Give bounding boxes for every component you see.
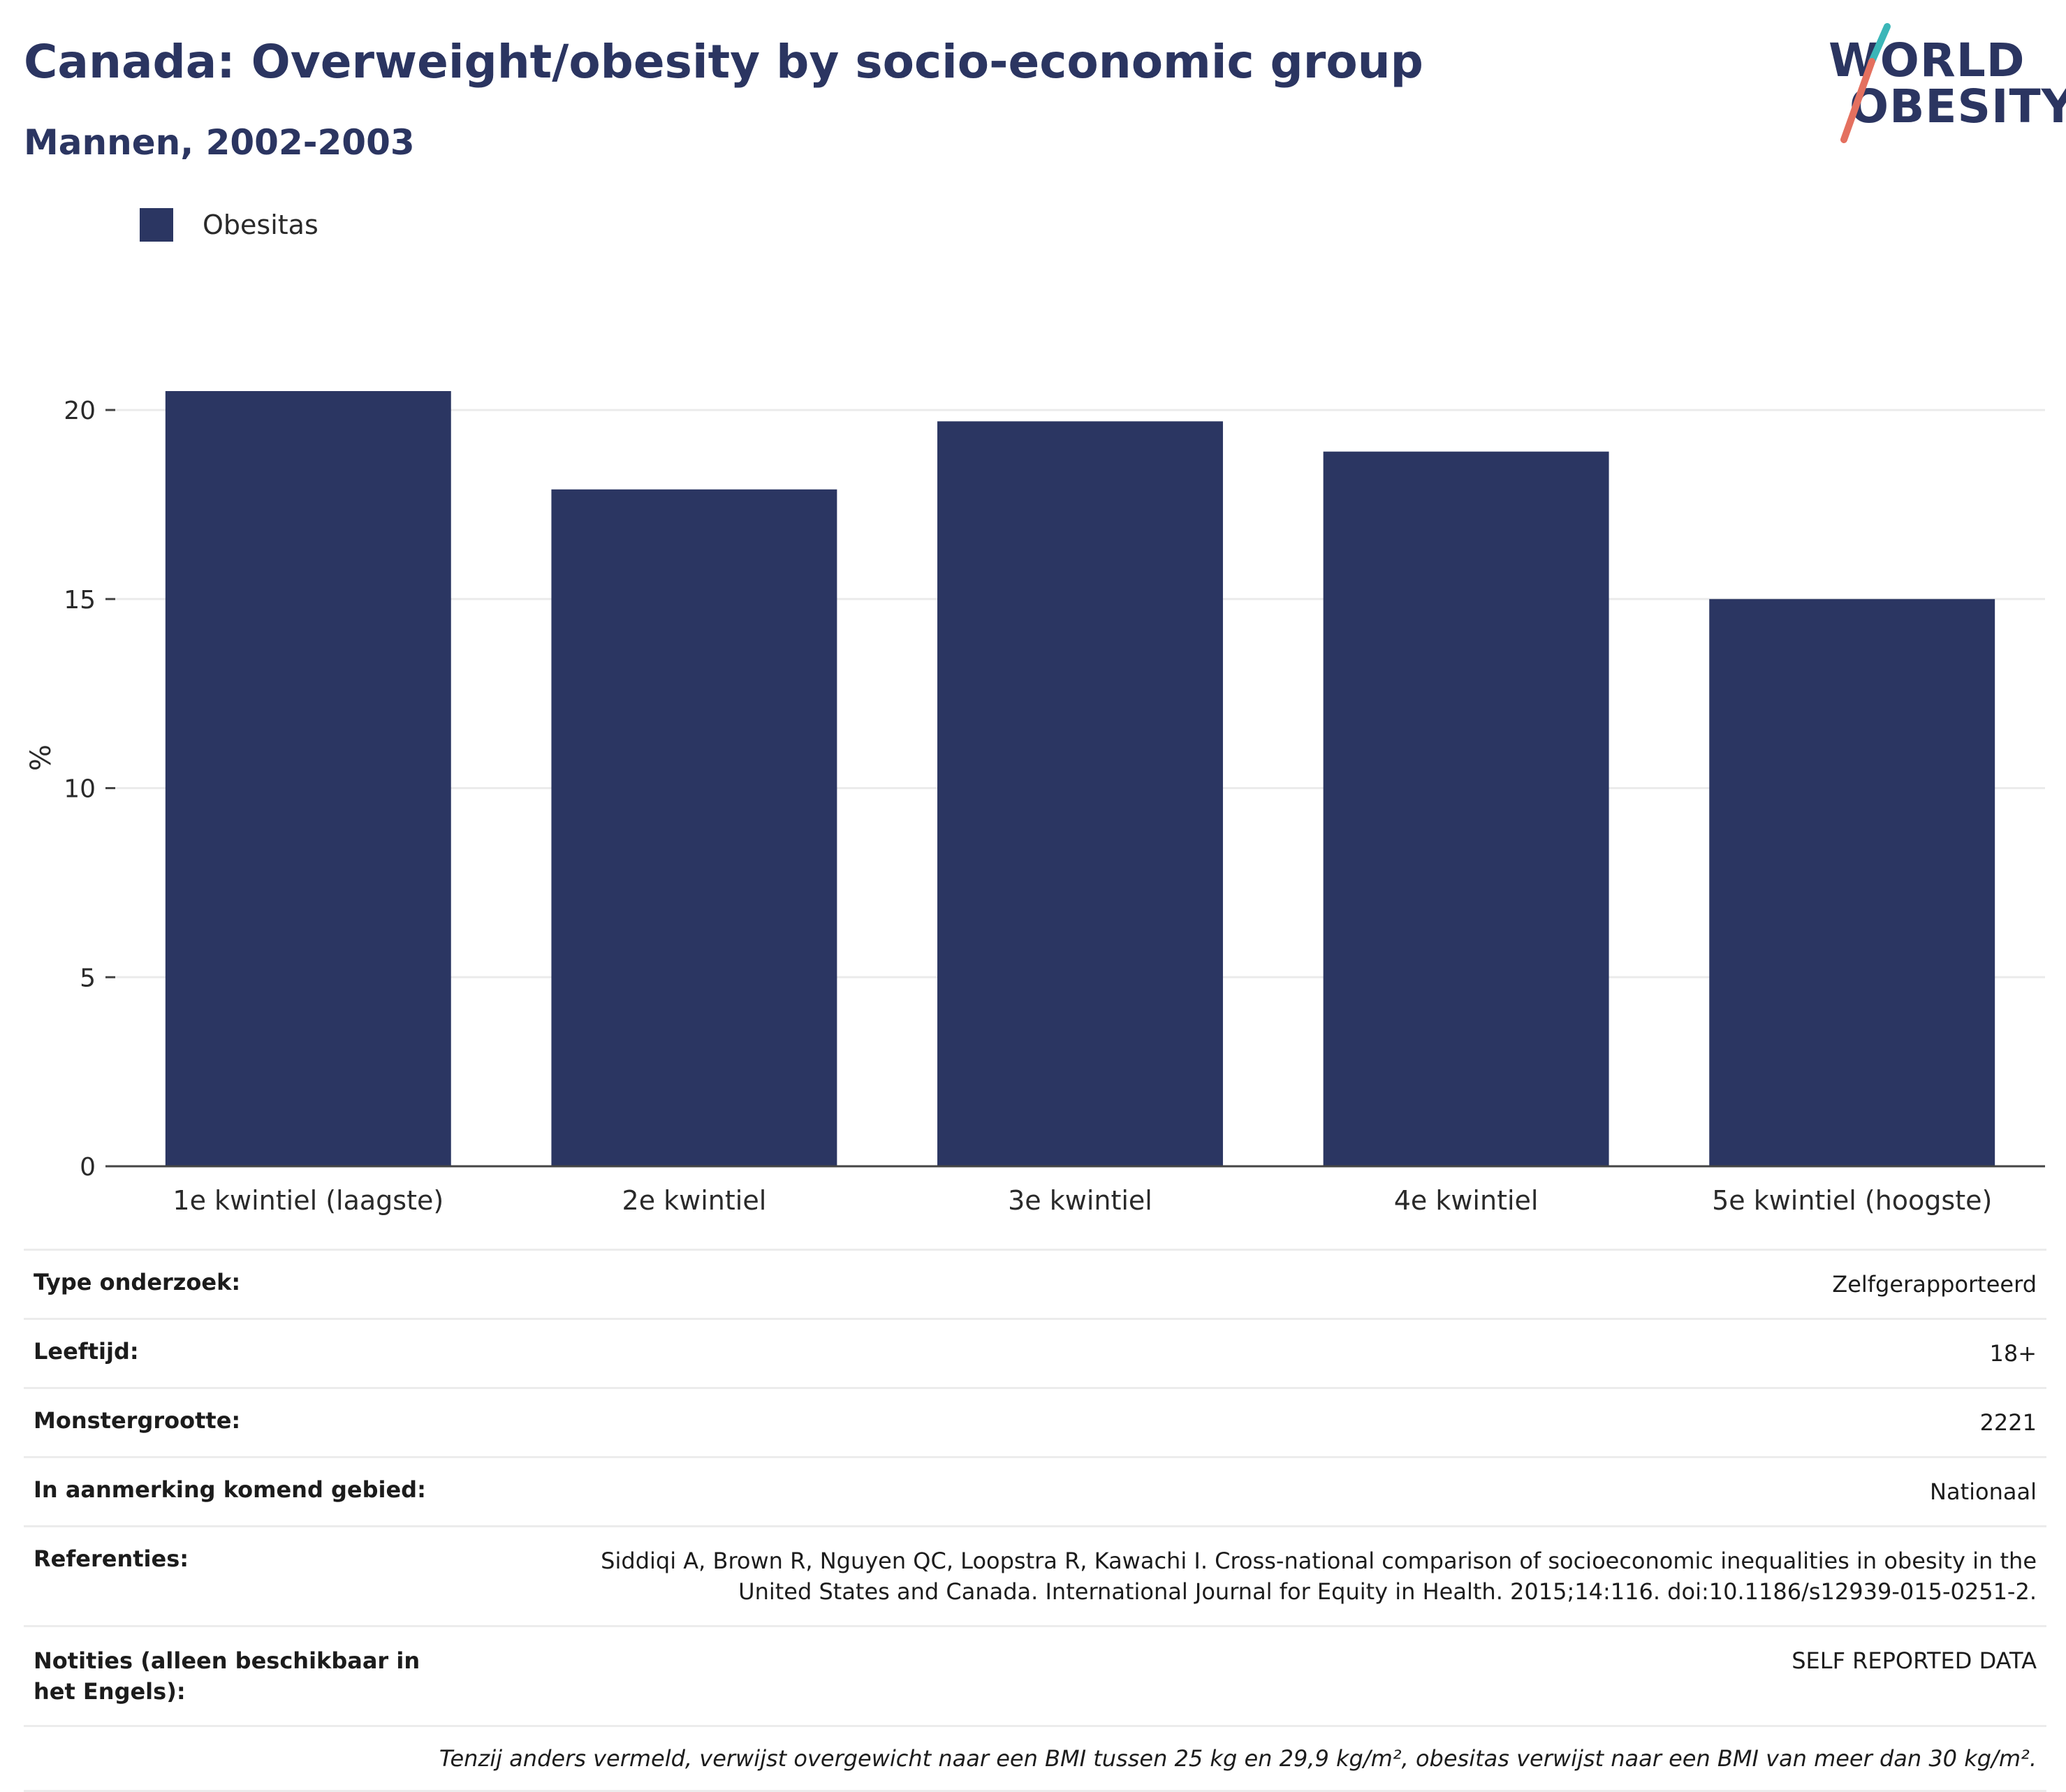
y-tick-label: 10	[64, 775, 96, 804]
info-row-age: Leeftijd: 18+	[24, 1318, 2046, 1387]
info-row-references: Referenties: Siddiqi A, Brown R, Nguyen …	[24, 1525, 2046, 1625]
info-row-sample: Monstergrootte: 2221	[24, 1387, 2046, 1456]
bar-1	[165, 391, 451, 1166]
bar-chart: 0 5 10 15 20% 1e kwintiel (laagste) 2e kwintie…	[25, 391, 2045, 1216]
info-key: In aanmerking komend gebied:	[34, 1476, 426, 1503]
logo-slash-icon	[1840, 23, 1891, 143]
info-value: Zelfgerapporteerd	[1832, 1271, 2037, 1298]
info-value: Siddiqi A, Brown R, Nguyen QC, Loopstra …	[601, 1548, 2037, 1605]
legend[interactable]: Obesitas	[140, 208, 318, 242]
x-tick-label: 1e kwintiel (laagste)	[173, 1185, 444, 1216]
info-key: Notities (alleen beschikbaar in het Enge…	[34, 1647, 420, 1705]
chart-title: Canada: Overweight/obesity by socio-econ…	[24, 35, 1423, 89]
info-row-area: In aanmerking komend gebied: Nationaal	[24, 1456, 2046, 1525]
info-row-notes: Notities (alleen beschikbaar in het Enge…	[24, 1625, 2046, 1725]
footnote: Tenzij anders vermeld, verwijst overgewi…	[439, 1745, 2037, 1772]
chart-subtitle: Mannen, 2002-2003	[24, 122, 415, 163]
info-row-type: Type onderzoek: Zelfgerapporteerd	[24, 1249, 2046, 1318]
y-axis-label: %	[25, 744, 57, 771]
y-tick-label: 15	[64, 586, 96, 615]
x-tick-label: 5e kwintiel (hoogste)	[1712, 1185, 1992, 1216]
info-table: Type onderzoek: Zelfgerapporteerd Leefti…	[24, 1249, 2046, 1792]
bar-3	[937, 421, 1223, 1166]
info-row-footnote: Tenzij anders vermeld, verwijst overgewi…	[24, 1725, 2046, 1792]
info-value: SELF REPORTED DATA	[1792, 1647, 2037, 1674]
info-key: Referenties:	[34, 1545, 189, 1572]
info-value: 2221	[1979, 1409, 2037, 1436]
info-value: Nationaal	[1930, 1478, 2037, 1505]
logo-text-line2: OBESITY	[1849, 80, 2066, 133]
info-key: Leeftijd:	[34, 1338, 139, 1365]
bar-2	[551, 489, 837, 1166]
info-value: 18+	[1989, 1340, 2037, 1367]
y-tick-label: 5	[80, 964, 96, 992]
world-obesity-logo[interactable]: WORLD OBESITY	[1823, 21, 2066, 147]
logo-text-line1: WORLD	[1829, 34, 2025, 87]
x-tick-label: 2e kwintiel	[622, 1185, 767, 1216]
bar-4	[1323, 451, 1609, 1166]
x-tick-label: 4e kwintiel	[1394, 1185, 1539, 1216]
bar-5	[1709, 598, 1995, 1166]
y-tick-label: 0	[80, 1153, 96, 1182]
y-tick-label: 20	[64, 397, 96, 425]
info-key: Type onderzoek:	[34, 1269, 241, 1295]
x-tick-label: 3e kwintiel	[1008, 1185, 1152, 1216]
legend-swatch-obesitas	[140, 208, 173, 242]
info-key: Monstergrootte:	[34, 1407, 241, 1434]
legend-label-obesitas: Obesitas	[203, 210, 318, 240]
